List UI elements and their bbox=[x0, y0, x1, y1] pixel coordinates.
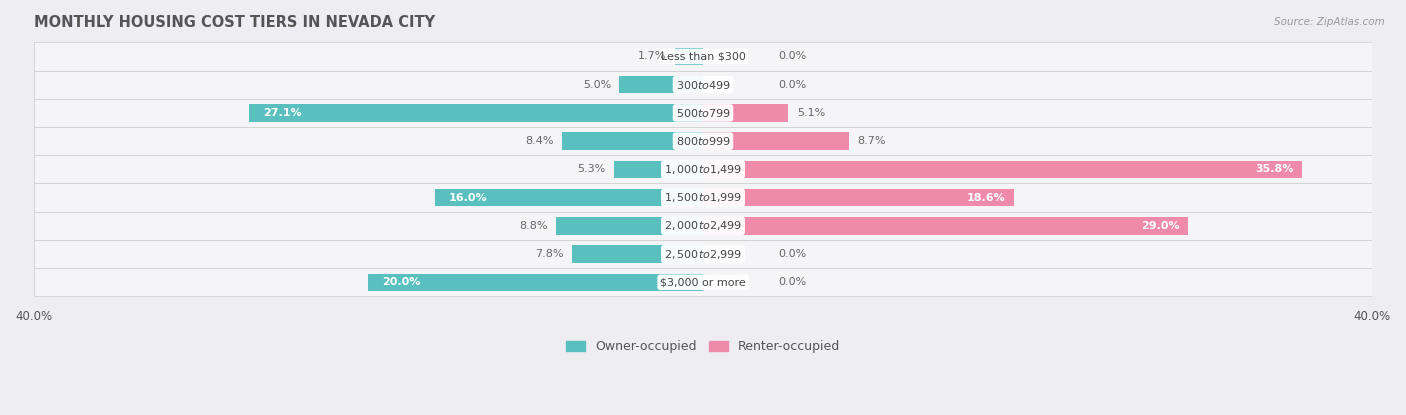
Text: Source: ZipAtlas.com: Source: ZipAtlas.com bbox=[1274, 17, 1385, 27]
Text: 5.1%: 5.1% bbox=[797, 108, 825, 118]
Text: 8.8%: 8.8% bbox=[519, 221, 547, 231]
Text: 18.6%: 18.6% bbox=[967, 193, 1005, 203]
Legend: Owner-occupied, Renter-occupied: Owner-occupied, Renter-occupied bbox=[561, 335, 845, 359]
Bar bbox=[34, 99, 1372, 127]
Text: Less than $300: Less than $300 bbox=[661, 51, 745, 61]
Text: 29.0%: 29.0% bbox=[1142, 221, 1180, 231]
Text: $1,500 to $1,999: $1,500 to $1,999 bbox=[664, 191, 742, 204]
Bar bbox=[703, 189, 1014, 206]
Bar bbox=[368, 273, 703, 291]
Text: $2,500 to $2,999: $2,500 to $2,999 bbox=[664, 248, 742, 261]
Text: 16.0%: 16.0% bbox=[449, 193, 488, 203]
Text: $2,000 to $2,499: $2,000 to $2,499 bbox=[664, 220, 742, 232]
Text: MONTHLY HOUSING COST TIERS IN NEVADA CITY: MONTHLY HOUSING COST TIERS IN NEVADA CIT… bbox=[34, 15, 434, 30]
Bar bbox=[34, 240, 1372, 268]
Text: $3,000 or more: $3,000 or more bbox=[661, 277, 745, 287]
Text: 0.0%: 0.0% bbox=[779, 51, 807, 61]
Text: 8.4%: 8.4% bbox=[526, 136, 554, 146]
Text: $300 to $499: $300 to $499 bbox=[675, 79, 731, 91]
Bar bbox=[703, 161, 1302, 178]
Bar bbox=[34, 71, 1372, 99]
Text: 0.0%: 0.0% bbox=[779, 249, 807, 259]
Text: 35.8%: 35.8% bbox=[1256, 164, 1294, 174]
Text: 5.3%: 5.3% bbox=[578, 164, 606, 174]
Bar bbox=[619, 76, 703, 93]
Text: 7.8%: 7.8% bbox=[536, 249, 564, 259]
Bar bbox=[614, 161, 703, 178]
Bar bbox=[34, 42, 1372, 71]
Bar bbox=[572, 245, 703, 263]
Text: $800 to $999: $800 to $999 bbox=[675, 135, 731, 147]
Text: 0.0%: 0.0% bbox=[779, 80, 807, 90]
Bar bbox=[34, 155, 1372, 183]
Text: $1,000 to $1,499: $1,000 to $1,499 bbox=[664, 163, 742, 176]
Bar bbox=[34, 183, 1372, 212]
Bar bbox=[675, 48, 703, 65]
Bar bbox=[703, 104, 789, 122]
Text: 0.0%: 0.0% bbox=[779, 277, 807, 287]
Bar bbox=[703, 132, 849, 150]
Bar bbox=[562, 132, 703, 150]
Text: 1.7%: 1.7% bbox=[638, 51, 666, 61]
Text: 27.1%: 27.1% bbox=[263, 108, 301, 118]
Bar bbox=[703, 217, 1188, 234]
Text: 8.7%: 8.7% bbox=[858, 136, 886, 146]
Text: $500 to $799: $500 to $799 bbox=[675, 107, 731, 119]
Bar bbox=[34, 212, 1372, 240]
Bar bbox=[555, 217, 703, 234]
Text: 5.0%: 5.0% bbox=[582, 80, 612, 90]
Text: 20.0%: 20.0% bbox=[381, 277, 420, 287]
Bar bbox=[34, 268, 1372, 296]
Bar bbox=[249, 104, 703, 122]
Bar bbox=[34, 127, 1372, 155]
Bar bbox=[436, 189, 703, 206]
